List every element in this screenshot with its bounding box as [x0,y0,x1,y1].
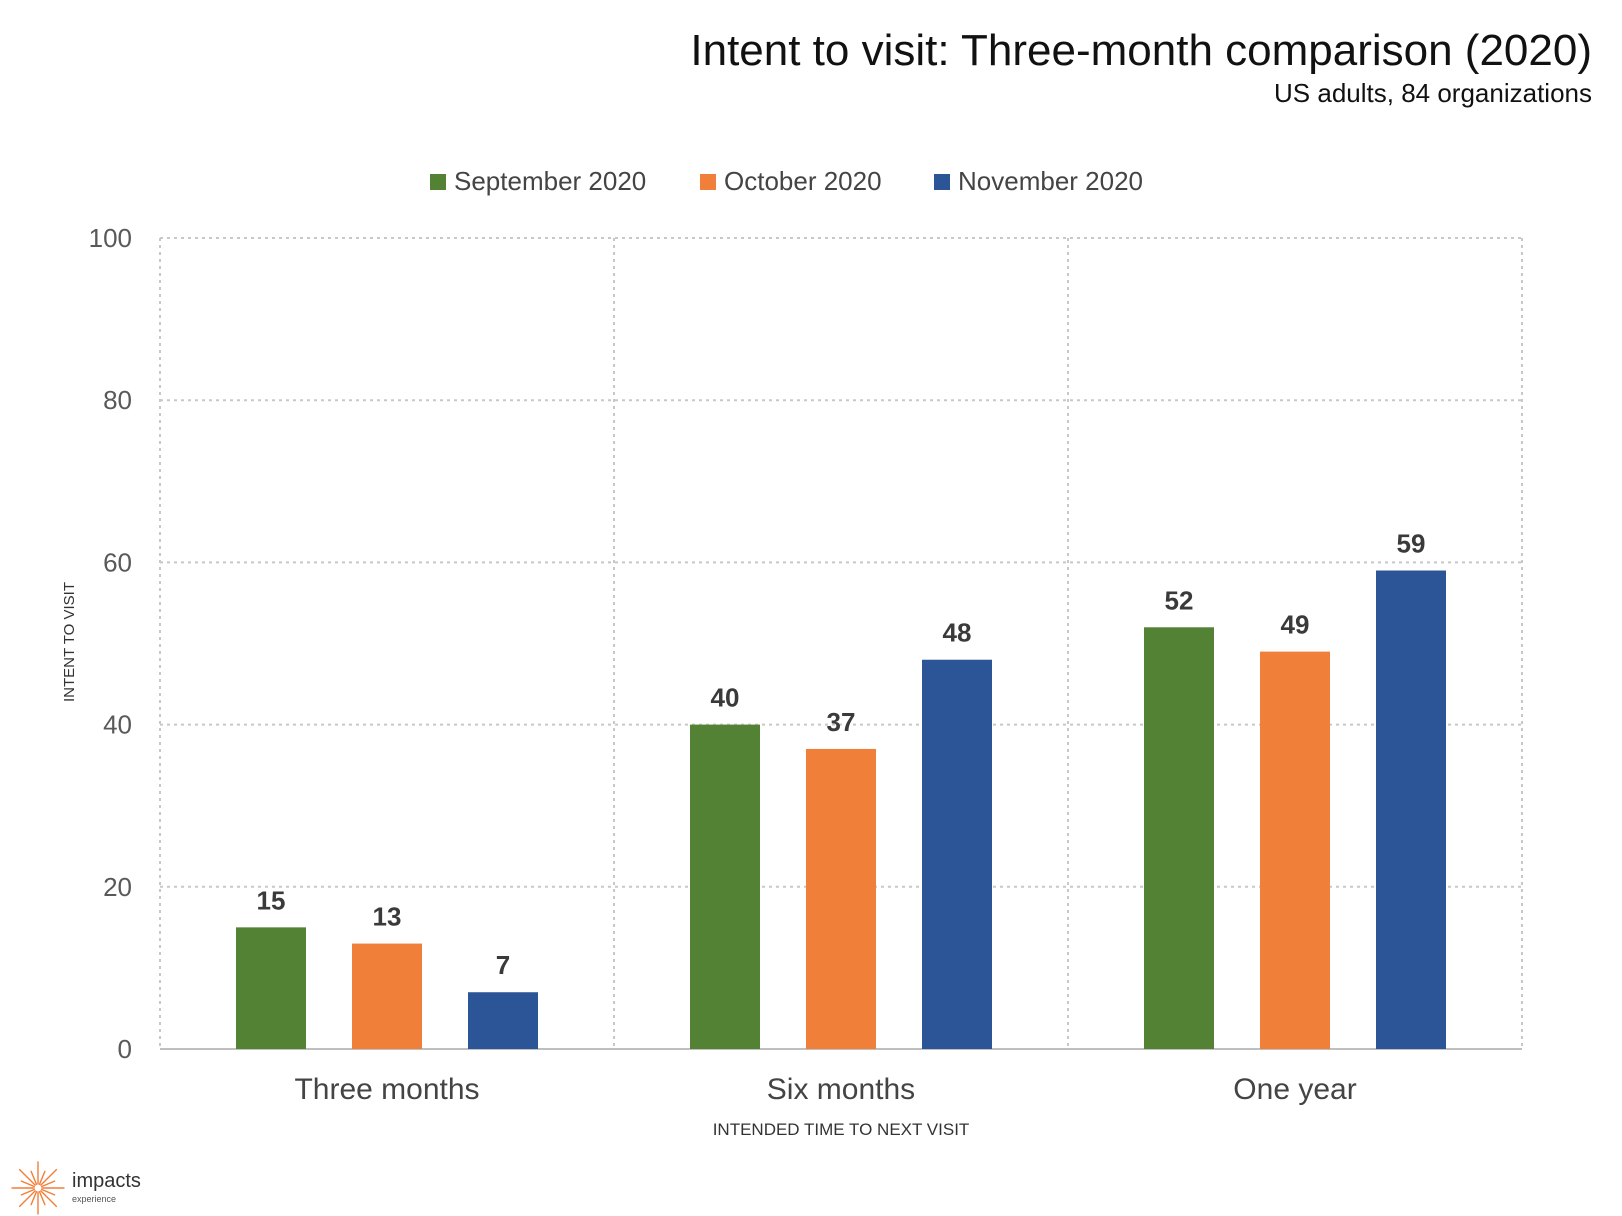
chart-subtitle: US adults, 84 organizations [1274,78,1592,108]
starburst-ray [20,1180,36,1188]
starburst-ray [30,1190,38,1206]
starburst-ray [40,1180,56,1188]
starburst-ray [40,1190,58,1208]
x-axis-title: INTENDED TIME TO NEXT VISIT [713,1120,970,1139]
data-label: 15 [257,885,286,915]
data-label: 49 [1281,610,1310,640]
starburst-icon [11,1161,65,1215]
data-label: 37 [827,707,856,737]
bar [468,992,538,1049]
data-label: 59 [1397,529,1426,559]
logo-tagline: experience [72,1194,117,1204]
data-label: 13 [373,902,402,932]
bar [1376,570,1446,1049]
y-tick-label: 0 [118,1034,132,1064]
starburst-ray [40,1188,56,1196]
chart-title: Intent to visit: Three-month comparison … [690,26,1592,75]
bar [352,943,422,1049]
data-label: 40 [711,683,740,713]
bar [1144,627,1214,1049]
starburst-ray [18,1168,36,1186]
data-label: 48 [943,618,972,648]
y-tick-label: 40 [103,710,132,740]
legend-swatch [700,174,716,190]
starburst-ray [30,1170,38,1186]
y-tick-label: 80 [103,385,132,415]
starburst-ray [20,1188,36,1196]
legend-swatch [430,174,446,190]
bar [1260,651,1330,1049]
y-tick-label: 60 [103,547,132,577]
y-tick-label: 100 [89,223,132,253]
data-label: 52 [1165,585,1194,615]
bar [806,748,876,1049]
starburst-ray [38,1190,46,1206]
legend-label: November 2020 [958,166,1143,196]
legend-label: September 2020 [454,166,646,196]
y-axis-title: INTENT TO VISIT [61,582,78,702]
starburst-ray [40,1168,58,1186]
starburst-ray [18,1190,36,1208]
starburst-ray [38,1170,46,1186]
legend-label: October 2020 [724,166,882,196]
x-tick-label: Six months [767,1073,915,1106]
legend-swatch [934,174,950,190]
x-tick-label: One year [1233,1073,1356,1106]
bar [236,927,306,1049]
y-tick-label: 20 [103,872,132,902]
logo-name: impacts [72,1170,141,1192]
bar [922,659,992,1049]
x-tick-label: Three months [294,1073,479,1106]
data-label: 7 [496,950,510,980]
bar [690,724,760,1049]
